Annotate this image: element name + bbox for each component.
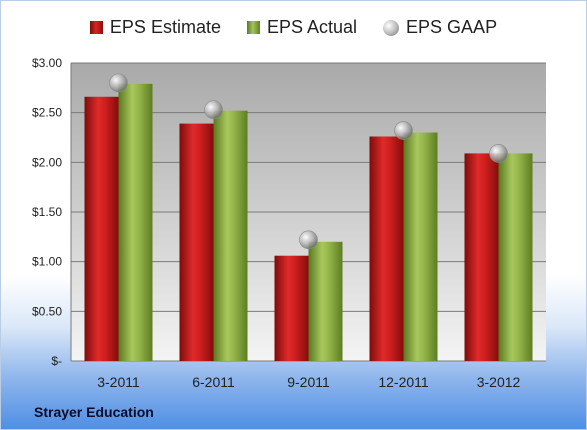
eps-actual-bar: [213, 110, 248, 362]
legend-item-eps-actual: EPS Actual: [246, 17, 358, 38]
eps-actual-bar: [118, 83, 153, 362]
x-tick-label: 12-2011: [378, 374, 429, 390]
legend-swatch-eps-actual: [246, 21, 260, 34]
legend: EPS Estimate EPS Actual EPS GAAP: [1, 17, 586, 38]
eps-actual-bar: [403, 132, 438, 361]
legend-swatch-eps-gaap: [383, 19, 400, 36]
eps-gaap-marker: [204, 100, 223, 119]
eps-gaap-marker: [489, 144, 508, 163]
company-name: Strayer Education: [34, 404, 154, 420]
x-tick-label: 6-2011: [192, 374, 235, 390]
y-tick-label: $2.50: [32, 106, 62, 120]
legend-label-eps-gaap: EPS GAAP: [406, 17, 498, 37]
legend-label-eps-estimate: EPS Estimate: [109, 17, 221, 37]
eps-gaap-marker: [109, 73, 128, 93]
legend-label-eps-actual: EPS Actual: [266, 17, 358, 37]
eps-estimate-bar: [464, 153, 499, 361]
y-tick-label: $1.00: [32, 255, 62, 269]
x-tick-label: 9-2011: [287, 374, 330, 390]
eps-estimate-bar: [369, 136, 404, 361]
y-tick-label: $3.00: [32, 56, 62, 70]
y-tick-label: $-: [51, 354, 62, 368]
eps-gaap-marker: [299, 230, 318, 250]
eps-estimate-bar: [274, 255, 309, 361]
eps-gaap-marker: [394, 121, 413, 140]
legend-item-eps-estimate: EPS Estimate: [89, 17, 221, 38]
y-tick-label: $2.00: [32, 155, 62, 169]
legend-swatch-eps-estimate: [89, 21, 103, 34]
x-tick-label: 3-2012: [477, 374, 521, 390]
eps-actual-bar: [498, 153, 533, 361]
legend-item-eps-gaap: EPS GAAP: [383, 17, 497, 38]
eps-estimate-bar: [179, 123, 214, 362]
eps-actual-bar: [308, 241, 343, 361]
y-tick-label: $1.50: [32, 205, 62, 219]
x-tick-label: 3-2011: [97, 374, 140, 390]
y-tick-label: $0.50: [32, 304, 62, 318]
eps-estimate-bar: [84, 96, 119, 362]
